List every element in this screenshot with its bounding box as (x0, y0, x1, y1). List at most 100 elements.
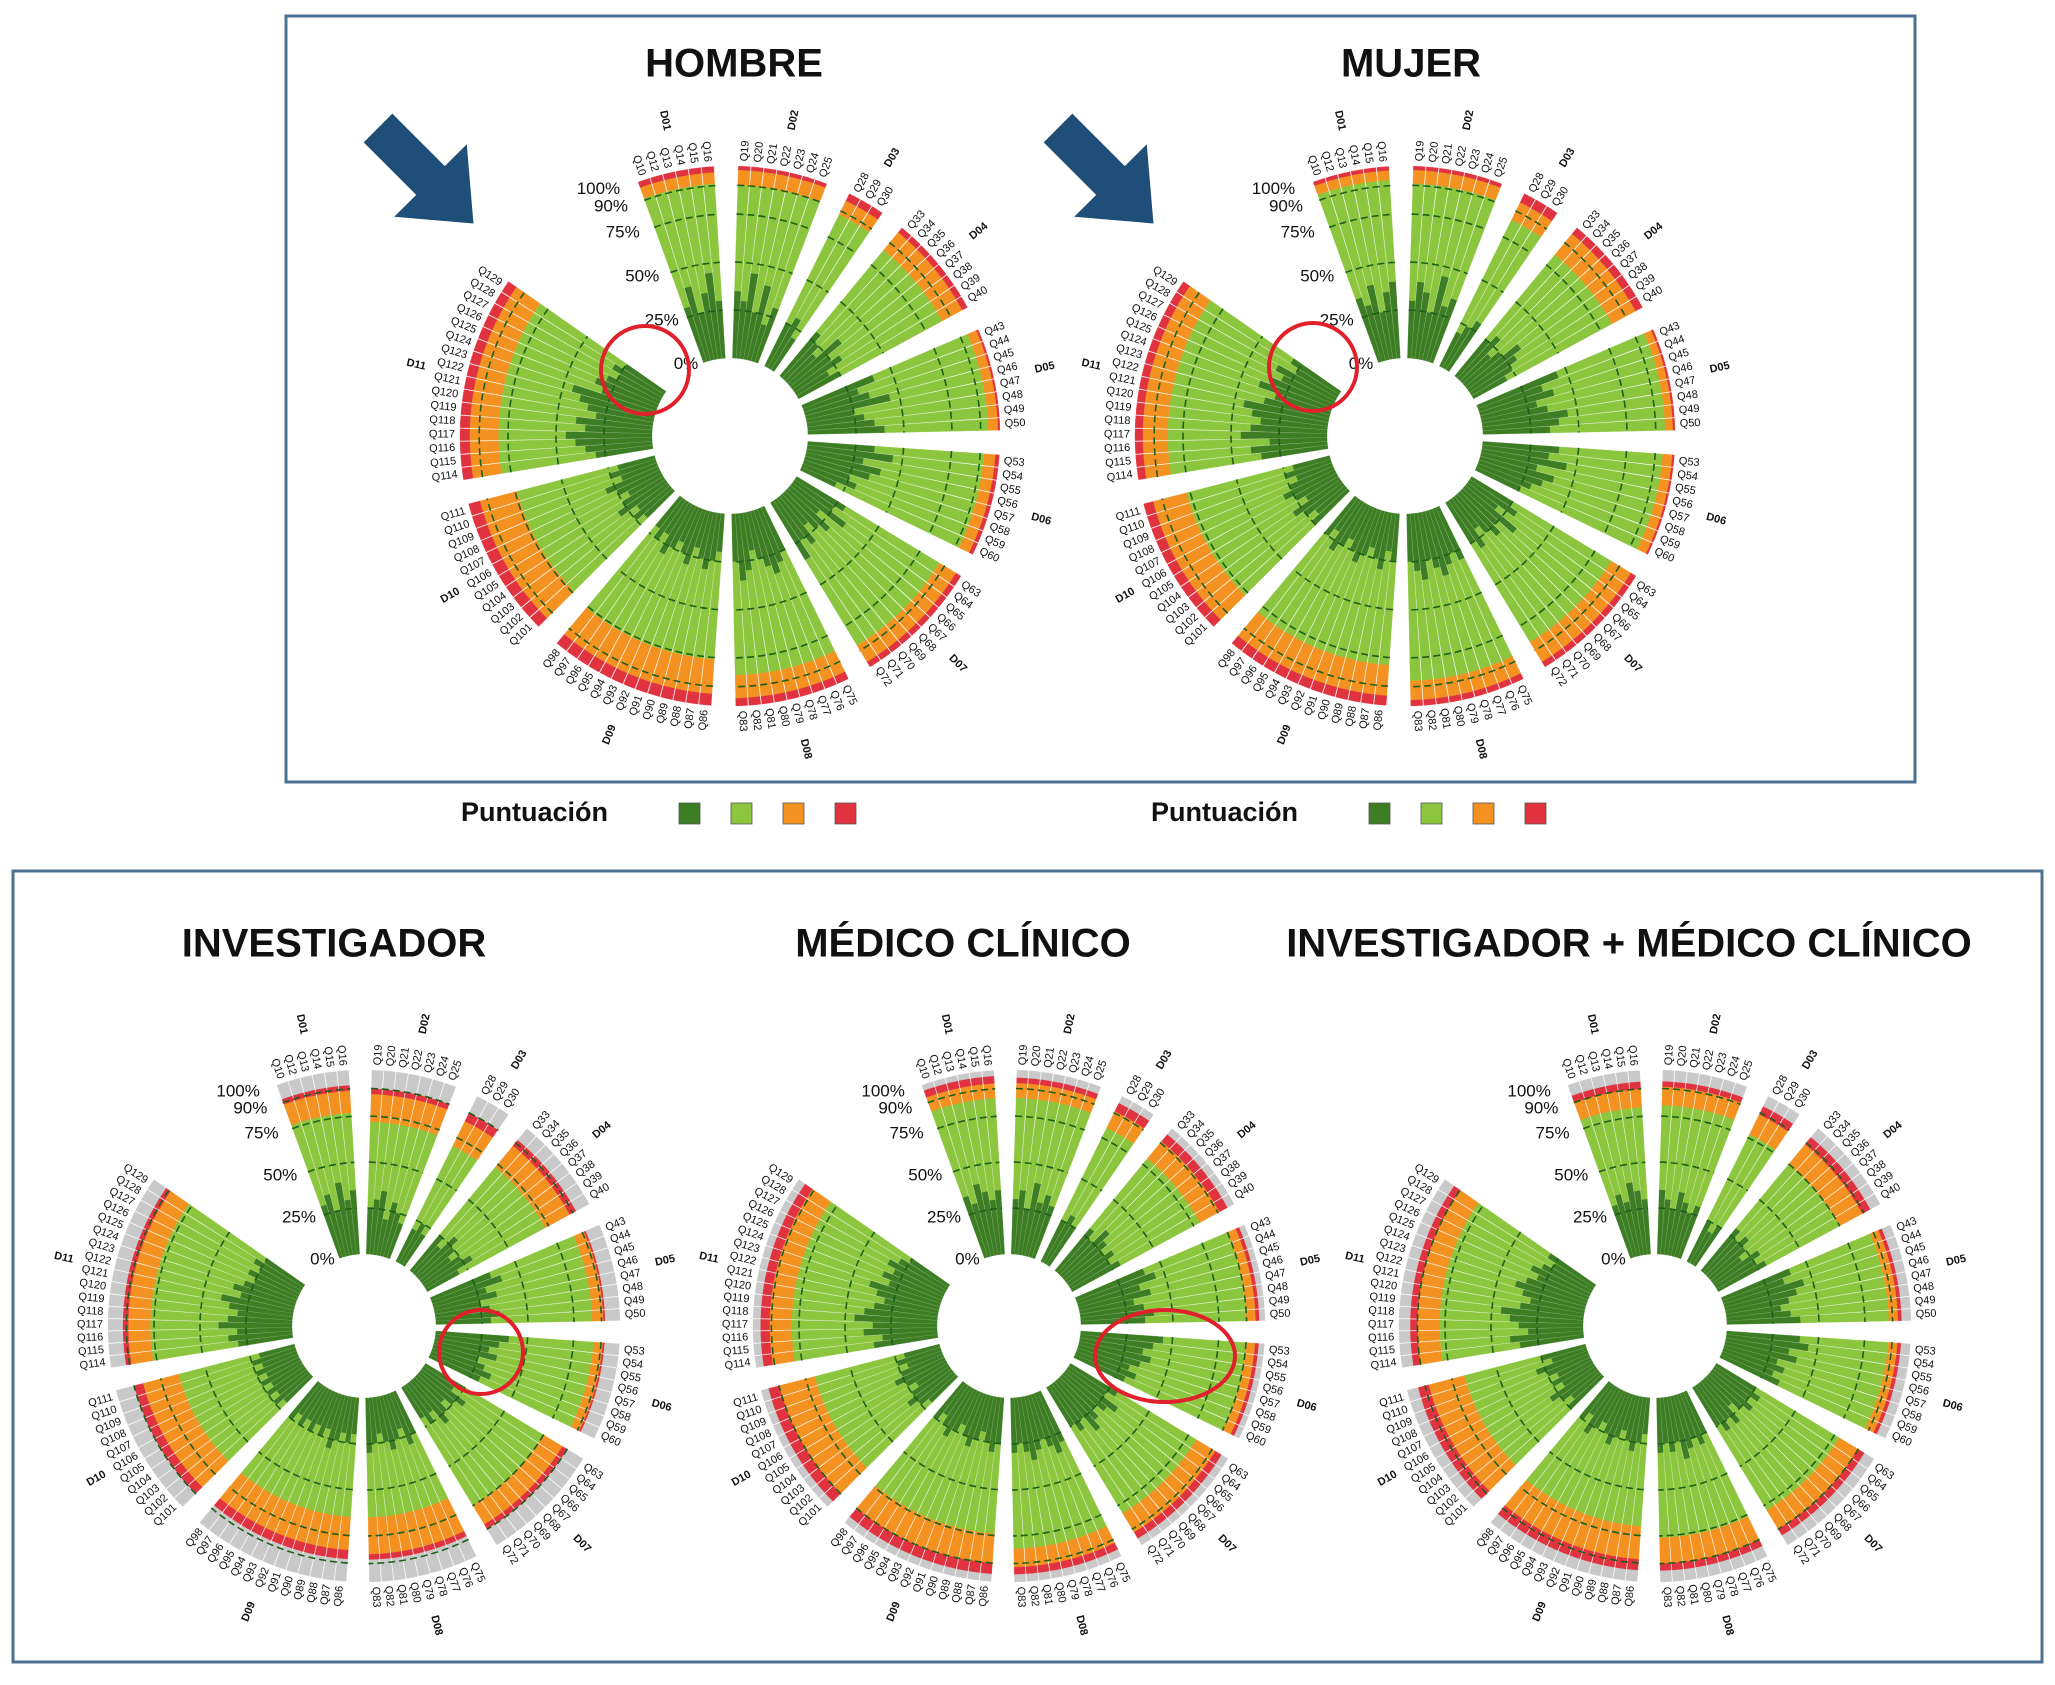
bar-segment (117, 1245, 135, 1261)
bar-segment (699, 692, 713, 706)
bar-segment (1509, 673, 1524, 684)
bar-segment (1626, 1558, 1639, 1571)
question-label: Q20 (752, 141, 766, 163)
bar-segment (1161, 548, 1176, 564)
grid-ring (1243, 627, 1389, 688)
bar-segment (762, 1283, 774, 1296)
bar-segment (789, 172, 803, 180)
bar-segment (917, 245, 930, 259)
grid-ring (555, 335, 589, 465)
domain-label: D09 (239, 1600, 258, 1623)
grid-ring (1563, 241, 1627, 318)
grid-ring (889, 366, 905, 433)
domain-label: D01 (294, 1013, 310, 1035)
bar-segment (534, 1145, 554, 1164)
domain-label: D03 (882, 146, 903, 169)
bar-segment (337, 1549, 349, 1560)
bar-segment (1541, 655, 1556, 668)
bar-segment (382, 1070, 396, 1091)
bar-segment (753, 1343, 763, 1356)
domain-label: D06 (1705, 511, 1728, 528)
question-label: Q88 (305, 1581, 321, 1604)
bar-segment (312, 1072, 327, 1090)
bar-segment (1412, 169, 1426, 185)
bar-segment (1669, 392, 1674, 405)
question-label: Q90 (279, 1575, 296, 1598)
bar-segment (675, 169, 689, 178)
bar-segment (128, 1340, 152, 1354)
bar-segment (867, 206, 883, 220)
question-label: Q88 (668, 705, 684, 728)
bar-segment (1135, 402, 1145, 416)
bar-segment (108, 1294, 125, 1307)
bar-segment (276, 1081, 293, 1100)
grid-ring (1634, 336, 1657, 432)
grid-ring (291, 1115, 352, 1130)
bar-segment (749, 170, 764, 188)
question-label: Q81 (1438, 707, 1453, 729)
grid-ring (840, 301, 884, 354)
bar-segment (994, 454, 1000, 467)
r-tick-label: 75% (1281, 223, 1315, 242)
question-label: Q45 (992, 347, 1015, 364)
bar-segment (1028, 1070, 1041, 1080)
grid-ring (733, 591, 807, 611)
bar-segment (1257, 1343, 1265, 1356)
domain-label: D03 (1557, 146, 1578, 169)
grid-ring (367, 1207, 407, 1217)
grid-ring (1278, 363, 1303, 457)
bar-segment (1628, 1070, 1641, 1083)
grid-ring (1318, 184, 1391, 202)
grid-ring (734, 634, 829, 659)
question-label: Q23 (422, 1051, 439, 1074)
question-label: Q118 (77, 1305, 104, 1318)
r-tick-label: 100% (1507, 1082, 1550, 1101)
bar-segment (1489, 179, 1502, 188)
domain-label: D10 (438, 585, 461, 605)
bar-segment (752, 1318, 761, 1331)
bar-segment (763, 168, 777, 174)
pointer-arrow (1043, 113, 1154, 224)
bar-segment (322, 1556, 337, 1581)
grid-ring (368, 1161, 424, 1174)
question-label: Q46 (1671, 360, 1694, 377)
grid-ring (368, 1538, 469, 1565)
question-label: Q13 (657, 146, 673, 169)
legend-swatch (834, 802, 857, 825)
grid-ring (370, 1115, 440, 1131)
bar-segment (108, 1342, 125, 1356)
bar-segment (109, 1281, 127, 1296)
bar-segment (1451, 170, 1465, 177)
grid-ring (307, 1161, 355, 1173)
bar-segment (1683, 1567, 1697, 1581)
grid-ring (1323, 531, 1397, 563)
grid-ring (809, 338, 842, 377)
grid-ring (885, 447, 905, 513)
bar-segment (990, 480, 997, 493)
bar-segment (907, 623, 921, 636)
question-label: Q19 (372, 1044, 385, 1065)
question-label: Q22 (1453, 145, 1469, 168)
r-tick-label: 100% (577, 179, 620, 198)
bar-segment (1589, 1562, 1603, 1577)
question-label: Q78 (802, 698, 819, 721)
bar-segment (470, 452, 501, 466)
bar-segment (589, 1399, 608, 1416)
domain-label: D05 (654, 1253, 676, 1269)
question-label: Q120 (78, 1277, 106, 1293)
chart-title: HOMBRE (645, 42, 823, 86)
bar-segment (1498, 678, 1512, 689)
bar-segment (760, 1330, 771, 1343)
bar-segment (1541, 206, 1558, 222)
bar-segment (1573, 631, 1587, 645)
bar-segment (676, 174, 691, 189)
bar-segment (459, 428, 470, 441)
question-label: Q86 (1372, 709, 1386, 731)
grid-ring (1517, 444, 1532, 492)
domain-label: D04 (1235, 1119, 1259, 1142)
bar-segment (483, 315, 498, 331)
bar-segment (1398, 1318, 1411, 1331)
question-label: Q57 (613, 1394, 636, 1411)
